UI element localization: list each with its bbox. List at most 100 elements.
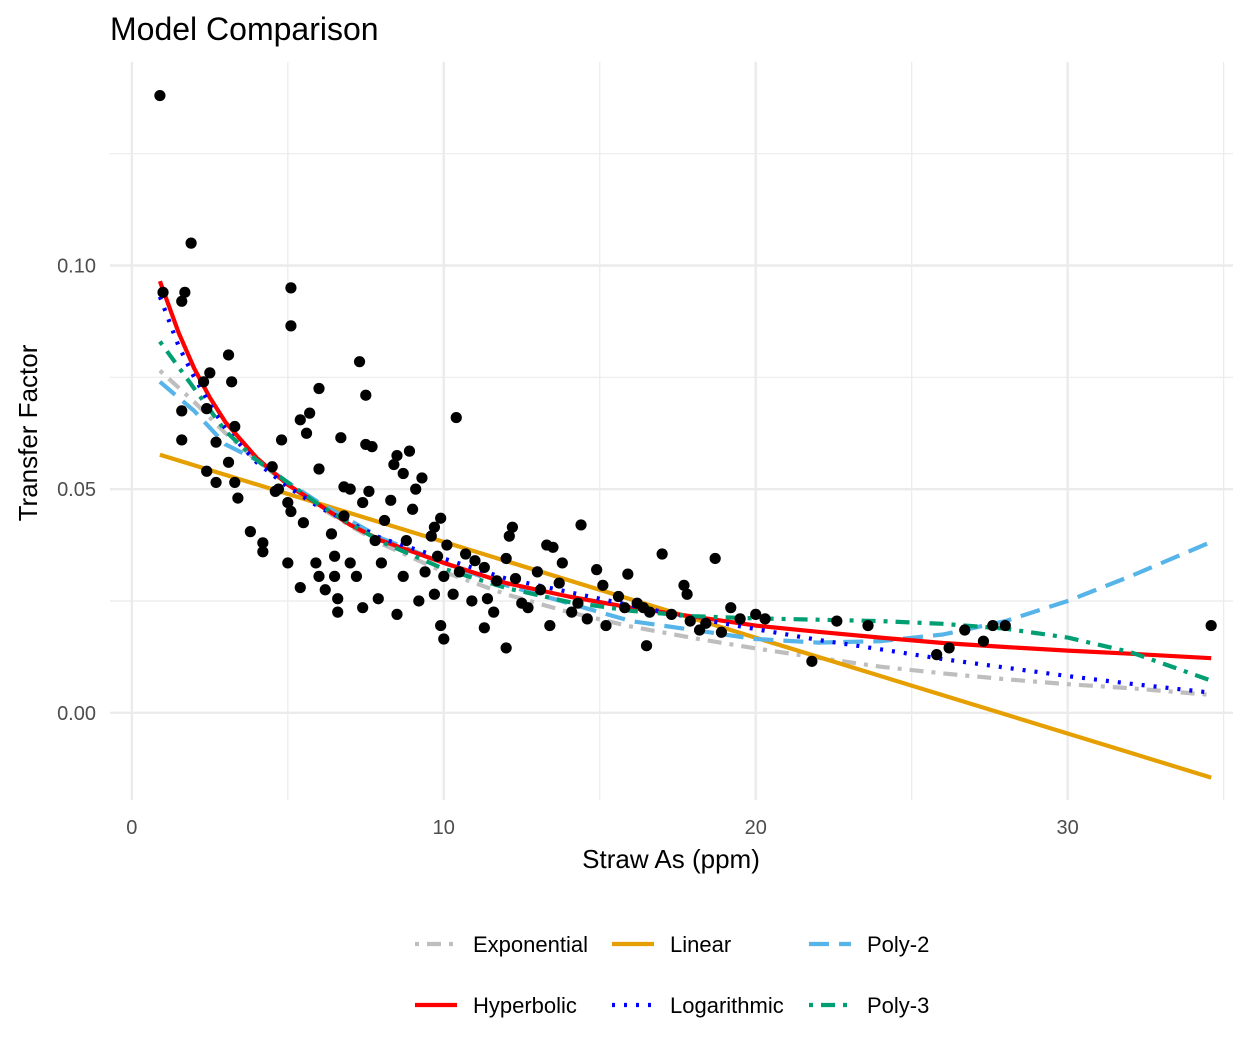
data-point [734, 613, 746, 625]
series-line-hyperbolic [157, 280, 1212, 661]
data-point [282, 557, 294, 569]
data-point [285, 320, 297, 332]
data-point [372, 593, 384, 605]
data-point [285, 505, 297, 518]
data-point [257, 546, 269, 558]
data-point [344, 483, 356, 495]
data-point [179, 286, 191, 298]
data-point [391, 608, 403, 620]
x-tick-label: 0 [126, 817, 137, 839]
data-point [157, 286, 169, 298]
y-tick-label: 0.00 [57, 703, 96, 725]
series-line-poly-2 [158, 380, 1213, 645]
data-point [319, 584, 331, 596]
data-point [391, 450, 403, 462]
data-point [622, 568, 634, 580]
data-point [425, 530, 437, 542]
data-point [435, 512, 447, 524]
data-point [397, 467, 409, 480]
data-point [566, 606, 578, 618]
data-point [419, 566, 431, 578]
data-point [357, 496, 369, 509]
data-point [581, 613, 593, 625]
y-axis-title: Transfer Factor [13, 344, 43, 521]
data-point [329, 570, 341, 582]
data-point [453, 566, 465, 578]
data-point [831, 615, 843, 627]
data-point [977, 635, 990, 647]
data-point [466, 595, 478, 607]
data-point [366, 441, 378, 453]
data-point [226, 376, 238, 388]
data-points [154, 89, 1217, 667]
data-point [154, 89, 166, 102]
data-point [931, 649, 943, 661]
legend-label-poly-3: Poly-3 [867, 993, 929, 1018]
grid [110, 62, 1233, 800]
data-point [222, 456, 235, 468]
data-point [943, 642, 955, 654]
data-point [257, 537, 269, 549]
data-point [313, 463, 325, 475]
data-point [600, 619, 612, 632]
y-tick-label: 0.05 [57, 479, 96, 501]
data-point [725, 602, 737, 614]
x-tick-label: 30 [1057, 817, 1079, 839]
data-point [597, 579, 609, 591]
data-point [506, 521, 519, 533]
data-point [441, 539, 453, 551]
data-point [325, 528, 338, 540]
data-point [450, 411, 462, 424]
legend-label-hyperbolic: Hyperbolic [473, 993, 577, 1018]
data-point [176, 434, 188, 446]
data-point [332, 606, 344, 618]
data-point [553, 577, 565, 589]
data-point [488, 606, 500, 618]
data-point [400, 534, 412, 547]
data-point [591, 564, 603, 576]
x-tick-label: 20 [745, 817, 767, 839]
data-point [522, 602, 534, 614]
data-point [619, 602, 631, 614]
data-point [197, 376, 210, 388]
legend-label-exponential: Exponential [473, 932, 588, 957]
data-point [438, 570, 450, 582]
data-point [313, 570, 325, 582]
series-lines [157, 280, 1213, 780]
data-point [344, 557, 356, 569]
tick-labels: 0 10 20 30 0.00 0.05 0.10 [57, 256, 1079, 839]
data-point [232, 492, 244, 504]
data-point [678, 579, 690, 591]
data-point [959, 624, 971, 636]
data-point [509, 573, 522, 585]
data-point [481, 593, 494, 605]
series-line-logarithmic [157, 296, 1212, 695]
data-point [684, 615, 696, 627]
data-point [210, 436, 222, 448]
data-point [313, 382, 325, 395]
data-point [531, 566, 543, 578]
legend-label-linear: Linear [670, 932, 731, 957]
data-point [294, 581, 306, 594]
data-point [428, 521, 441, 533]
data-point [357, 602, 369, 614]
data-point [999, 619, 1011, 632]
data-point [353, 356, 366, 368]
y-tick-label: 0.10 [57, 256, 96, 278]
data-point [534, 584, 547, 596]
data-point [410, 483, 422, 495]
data-point [210, 476, 222, 489]
x-axis-title: Straw As (ppm) [582, 844, 760, 874]
legend: Exponential Linear Poly-2 Hyperbolic Logarit… [415, 932, 929, 1018]
data-point [397, 570, 409, 582]
data-point [378, 514, 391, 527]
data-point [500, 552, 512, 565]
data-point [375, 557, 387, 569]
data-point [547, 541, 559, 553]
data-point [665, 608, 678, 620]
data-point [201, 403, 213, 415]
series-line-exponential [158, 369, 1212, 697]
data-point [282, 496, 294, 509]
